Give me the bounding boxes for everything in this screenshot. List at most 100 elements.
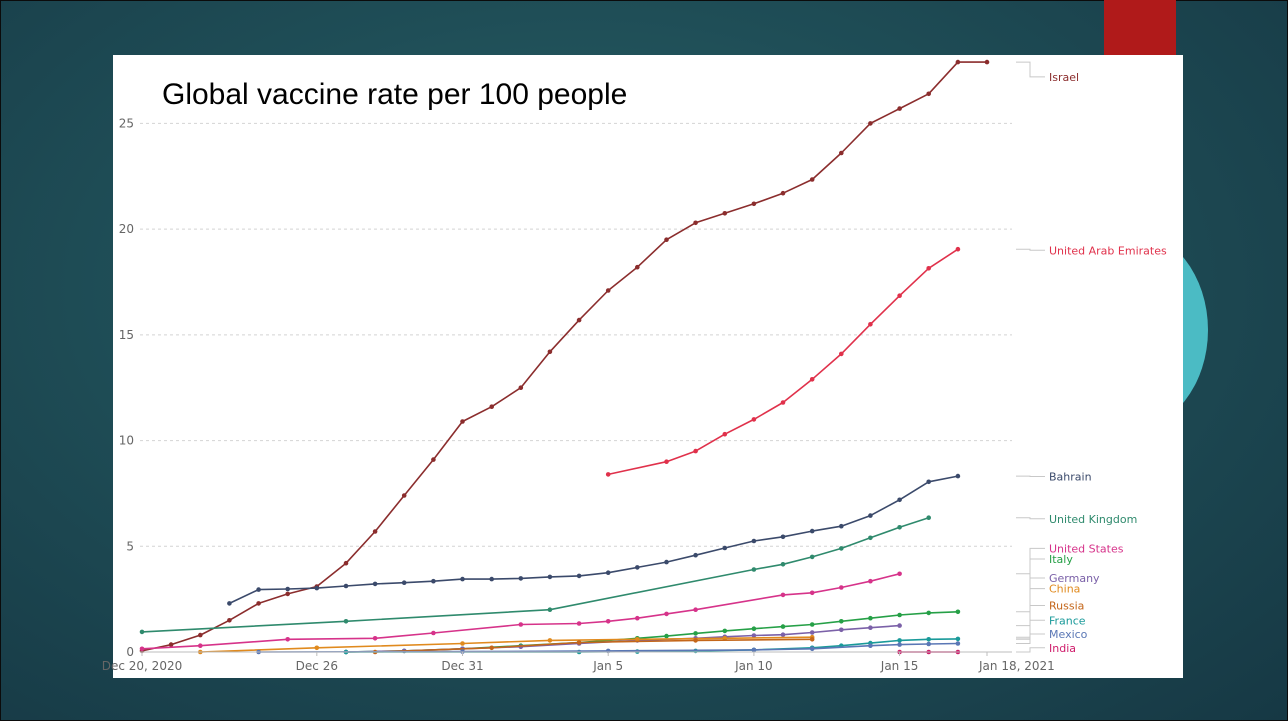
series-united-kingdom [139, 515, 931, 635]
series-china [198, 634, 815, 655]
data-point [955, 641, 961, 646]
grid-layer [140, 122, 1012, 547]
data-point [809, 637, 815, 642]
data-point [809, 630, 815, 635]
data-point [722, 628, 728, 634]
data-point [780, 592, 786, 598]
data-point [664, 559, 669, 565]
accent-red-rectangle [1104, 0, 1176, 62]
data-point [809, 646, 815, 652]
data-point [314, 585, 320, 591]
data-point [955, 59, 961, 65]
data-point [751, 417, 757, 422]
data-point [518, 622, 524, 627]
data-point [955, 473, 961, 479]
y-tick-label: 0 [126, 645, 134, 659]
x-tick-label: Jan 18, 2021 [978, 659, 1055, 673]
legend-leader-line [1016, 248, 1045, 251]
y-tick-label: 10 [119, 434, 134, 448]
data-point [460, 419, 465, 424]
data-point [926, 479, 931, 485]
series-layer [139, 59, 990, 655]
legend-leader-line [1016, 647, 1045, 653]
legend-leader-line [1016, 517, 1045, 520]
legend-label: Germany [1049, 572, 1100, 585]
data-point [431, 578, 436, 584]
data-point [664, 611, 669, 617]
data-point [751, 626, 757, 631]
data-point [664, 459, 669, 465]
data-point [780, 534, 786, 540]
data-point [897, 497, 902, 503]
data-point [139, 629, 145, 635]
legend-label: France [1049, 614, 1086, 627]
data-point [751, 633, 757, 638]
data-point [839, 546, 844, 551]
data-point [605, 619, 611, 624]
data-point [897, 623, 902, 628]
data-point [605, 288, 611, 293]
legend-label: Israel [1049, 71, 1079, 84]
data-point [839, 351, 844, 357]
data-point [926, 610, 931, 616]
data-point [868, 615, 873, 621]
data-point [751, 647, 757, 653]
data-point [372, 636, 378, 641]
data-point [780, 562, 786, 567]
data-point [926, 91, 931, 97]
data-point [809, 377, 815, 382]
legend-label: Russia [1049, 599, 1084, 612]
data-point [926, 641, 931, 647]
data-point [576, 621, 582, 626]
data-point [285, 586, 291, 592]
data-point [635, 565, 640, 570]
data-point [256, 587, 261, 592]
x-tick-label: Jan 15 [880, 659, 919, 673]
data-point [693, 552, 698, 558]
data-point [489, 645, 495, 651]
data-point [984, 59, 990, 65]
data-point [401, 580, 407, 585]
data-point [518, 385, 524, 391]
data-point [926, 266, 931, 271]
data-point [897, 106, 902, 111]
data-point [868, 322, 873, 327]
series-united-states [139, 571, 902, 652]
data-point [343, 560, 349, 566]
data-point [635, 637, 640, 642]
data-point [897, 571, 902, 577]
series-israel [139, 59, 990, 654]
series-line [229, 475, 959, 605]
data-point [868, 578, 873, 584]
data-point [897, 638, 902, 643]
legend-label: Bahrain [1049, 471, 1092, 484]
data-point [285, 591, 291, 597]
data-point [168, 642, 174, 647]
y-tick-label: 5 [126, 539, 134, 553]
data-point [518, 576, 524, 581]
data-point [839, 150, 844, 156]
data-point [489, 404, 495, 410]
data-point [198, 632, 203, 638]
legend-label: United States [1049, 542, 1124, 555]
data-point [868, 625, 873, 630]
series-bahrain [227, 473, 961, 606]
data-point [547, 607, 553, 612]
data-point [868, 121, 873, 126]
legend-leader-line [1016, 61, 1045, 78]
data-point [693, 607, 698, 612]
data-point [576, 573, 582, 579]
data-point [605, 570, 611, 575]
data-point [693, 638, 698, 643]
data-point [343, 583, 349, 589]
data-point [460, 641, 465, 646]
legend-layer: Israel United Arab Emirates Bahrain United … [1016, 61, 1167, 655]
data-point [839, 523, 844, 529]
data-point [926, 515, 931, 520]
legend-label: Italy [1049, 553, 1073, 566]
data-point [489, 576, 495, 582]
data-point [664, 237, 669, 242]
legend-label: China [1049, 583, 1080, 596]
series-line [141, 573, 900, 650]
data-point [897, 293, 902, 299]
